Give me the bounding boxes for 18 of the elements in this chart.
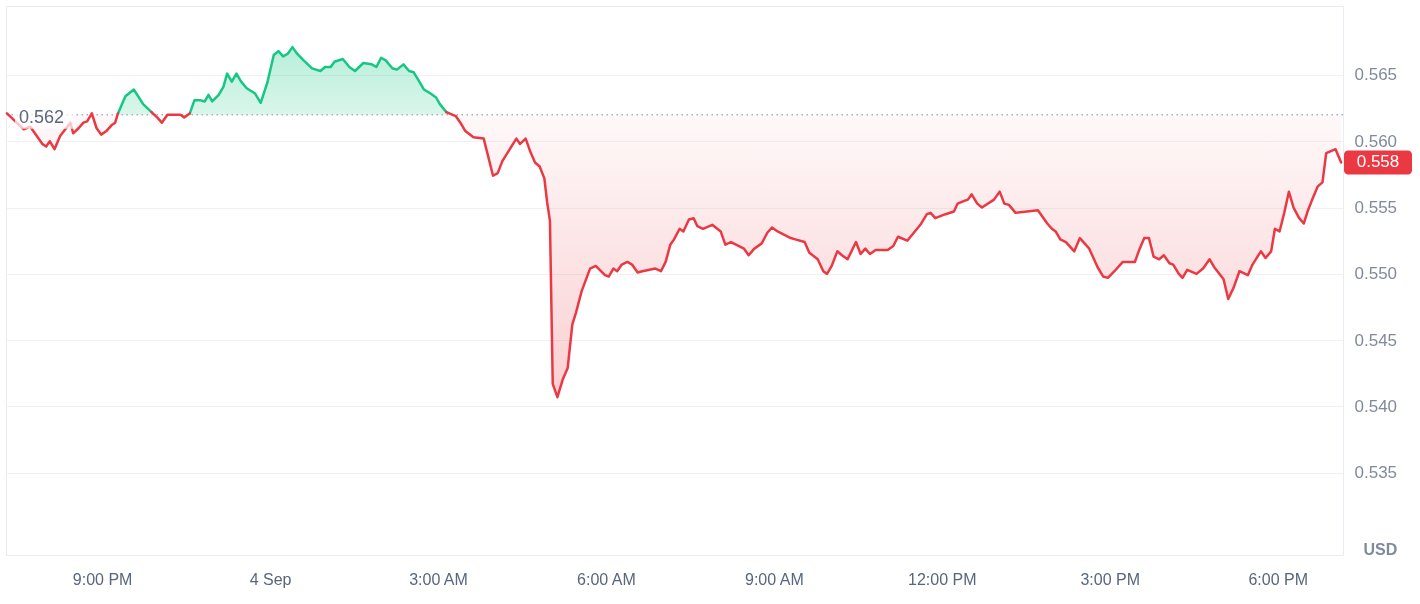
y-axis-title: USD [1363,540,1398,558]
y-tick-label: 0.535 [1354,463,1398,483]
x-tick-label: 3:00 AM [409,570,468,588]
y-tick-label: 0.565 [1354,65,1398,85]
x-tick-label: 3:00 PM [1080,570,1141,588]
ref-line-label: 0.562 [19,106,65,127]
y-tick-label: 0.540 [1354,396,1398,416]
y-tick-label: 0.560 [1354,131,1398,151]
x-tick-label: 9:00 PM [72,570,133,588]
x-tick-label: 12:00 PM [908,570,977,588]
x-tick-label: 9:00 AM [745,570,804,588]
x-tick-label: 4 Sep [249,570,292,588]
y-tick-label: 0.545 [1354,330,1398,350]
x-tick-label: 6:00 PM [1248,570,1308,588]
y-tick-label: 0.550 [1354,264,1398,284]
annotation: 0.558 [1356,152,1400,172]
y-tick-label: 0.555 [1354,198,1398,218]
x-tick-label: 6:00 AM [577,570,636,588]
